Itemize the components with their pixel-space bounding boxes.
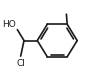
Text: HO: HO	[2, 20, 16, 29]
Text: Cl: Cl	[16, 58, 25, 67]
